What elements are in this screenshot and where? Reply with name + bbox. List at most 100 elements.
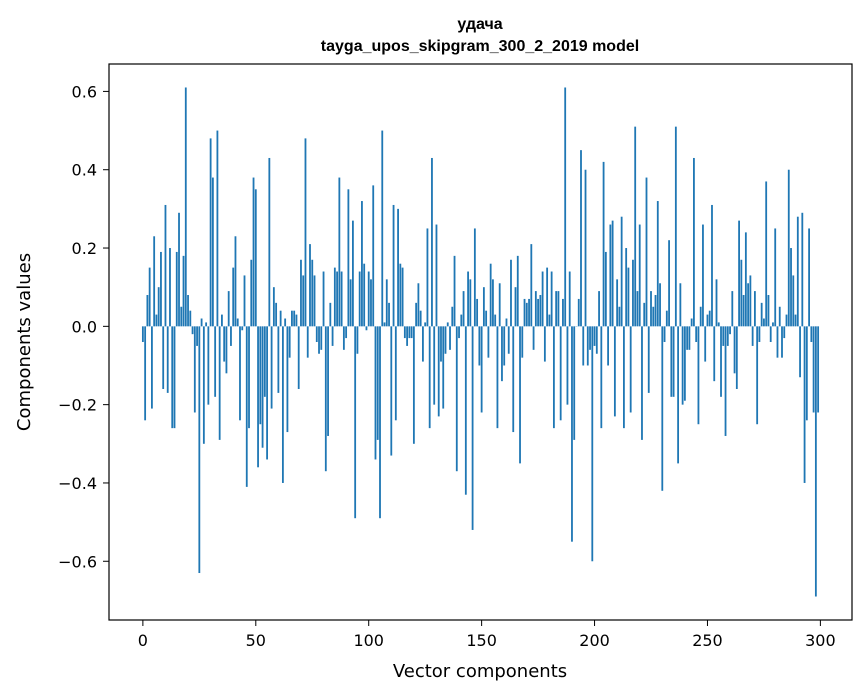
bar-95 [356,326,359,354]
bar-166 [516,255,519,327]
bar-184 [557,291,560,327]
bar-15 [175,251,178,327]
bar-98 [363,263,366,327]
bar-267 [744,232,747,327]
bar-148 [476,298,479,327]
bar-180 [548,314,551,327]
bar-122 [417,283,420,327]
bar-119 [410,326,413,339]
bar-189 [568,271,571,327]
bar-133 [442,326,445,409]
bar-56 [268,157,271,327]
y-axis-label: Components values [14,253,35,431]
bar-0 [141,326,144,342]
bar-246 [697,326,700,425]
bar-299 [817,326,820,413]
bar-212 [620,216,623,327]
bar-64 [286,326,289,433]
bar-209 [613,326,616,417]
bar-280 [774,228,777,327]
bar-158 [498,283,501,327]
y-tick-label: 0.6 [72,82,97,101]
bar-238 [679,283,682,327]
bar-131 [437,326,440,417]
bar-51 [257,326,259,468]
bar-214 [625,248,628,327]
bar-92 [349,279,352,327]
bar-177 [541,271,544,327]
bar-232 [665,310,668,327]
bar-77 [315,326,318,342]
bar-61 [279,310,282,327]
bar-257 [722,326,725,346]
bar-116 [403,326,406,339]
bar-165 [514,287,517,327]
bar-126 [426,228,429,327]
bar-28 [205,322,208,327]
bar-88 [340,271,343,327]
bar-205 [604,251,607,327]
bar-269 [749,275,752,327]
bar-10 [164,204,167,327]
bar-161 [505,318,508,327]
bar-20 [187,295,189,327]
bar-245 [695,326,698,342]
bar-219 [636,291,639,327]
bars-group [141,87,820,597]
bar-81 [324,326,327,472]
bar-152 [485,310,488,327]
bar-254 [715,279,718,327]
bar-251 [708,310,711,327]
bar-204 [602,161,605,327]
bar-141 [460,314,463,327]
bar-241 [686,326,689,350]
bar-48 [250,259,253,327]
bar-230 [661,326,664,491]
bar-123 [419,310,422,327]
bar-86 [336,271,338,327]
bar-248 [702,224,704,327]
bar-107 [383,322,386,327]
bar-105 [379,326,381,519]
bar-71 [302,275,305,327]
bar-44 [241,326,244,331]
bar-242 [688,326,691,350]
bar-169 [523,298,526,327]
bar-18 [182,255,185,327]
bar-96 [358,271,361,327]
bar-237 [677,326,680,464]
bar-256 [720,326,722,397]
bar-62 [281,326,284,483]
bar-38 [227,291,230,327]
bar-42 [236,318,239,327]
bar-179 [546,267,549,327]
bar-55 [266,326,268,460]
bar-240 [683,326,686,401]
bar-293 [803,326,806,483]
y-tick-label: 0.2 [72,239,97,258]
bar-159 [501,326,503,382]
bar-210 [616,279,619,327]
bar-13 [171,326,174,429]
bar-275 [763,318,765,327]
bar-292 [801,212,804,327]
bar-67 [293,310,296,327]
bar-273 [758,326,761,342]
bar-60 [277,326,280,393]
bar-41 [234,236,237,327]
bar-54 [263,326,266,397]
bar-225 [650,291,652,327]
bar-154 [489,263,492,327]
bar-100 [367,271,370,327]
bar-215 [627,267,630,327]
bar-144 [467,271,469,327]
bar-75 [311,259,314,327]
bar-135 [446,322,449,327]
bar-291 [799,326,801,378]
bar-221 [641,326,643,440]
bar-24 [196,326,198,346]
bar-90 [345,326,348,339]
bar-243 [690,318,693,327]
bar-153 [487,326,490,358]
bar-185 [559,326,562,421]
